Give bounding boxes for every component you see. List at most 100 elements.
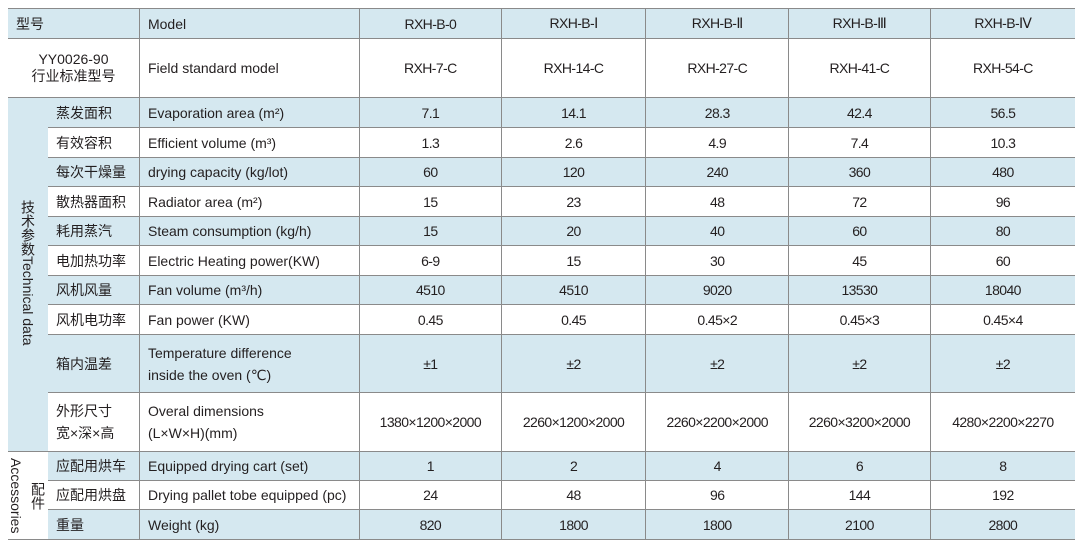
cell: RXH-14-C [500,38,646,98]
cell: 56.5 [929,97,1075,128]
cell: 360 [788,157,931,187]
cell: 28.3 [645,97,789,128]
table-row: 每次干燥量 drying capacity (kg/lot) 60 120 240 360… [8,157,1075,187]
table-row: Accessories 配件 应配用烘车 Equipped drying cart (… [8,451,1075,540]
row-label-cn: 箱内温差 [48,334,140,393]
cell: 4 [645,451,789,481]
cell: 60 [929,245,1075,276]
group-accessories-en: Accessories [8,457,24,534]
standard-label: YY0026-90 行业标准型号 [8,38,140,98]
cell: 96 [929,186,1075,217]
row-label-en: Evaporation area (m²) [138,97,360,128]
row-label-cn: 风机风量 [48,275,140,305]
table-row: 重量 Weight (kg) 820 1800 1800 2100 2800 [8,509,1075,540]
cell: RXH-54-C [929,38,1075,98]
header-row: 型号 Model RXH-B-0 RXH-B-Ⅰ RXH-B-Ⅱ RXH-B-Ⅲ… [8,8,1075,39]
cell: 4.9 [645,127,789,158]
group-accessories: Accessories 配件 [8,451,48,540]
cell: RXH-41-C [788,38,931,98]
cell: RXH-27-C [645,38,789,98]
cell: 15 [359,216,502,246]
table-row: 技术参数Technical data 蒸发面积 Evaporation area (… [8,97,1075,452]
cell: 14.1 [500,97,646,128]
model-header: RXH-B-0 [359,8,502,39]
table-row: 箱内温差 Temperature difference inside the ove… [8,334,1075,393]
row-label-cn: 蒸发面积 [48,97,140,128]
cell: 192 [929,480,1075,510]
cell: 24 [359,480,502,510]
cell: 30 [645,245,789,276]
cell: 0.45×2 [645,304,789,335]
cell: 480 [929,157,1075,187]
spec-table: 型号 Model RXH-B-0 RXH-B-Ⅰ RXH-B-Ⅱ RXH-B-Ⅲ… [8,8,1075,540]
row-label-cn: 电加热功率 [48,245,140,276]
cell: 120 [500,157,646,187]
cell: ±2 [500,334,646,393]
standard-cn: 行业标准型号 [31,68,116,84]
row-label-en-line: (L×W×H)(mm) [147,425,238,441]
row-label-en: Drying pallet tobe equipped (pc) [138,480,360,510]
cell: 10.3 [929,127,1075,158]
cell: 60 [788,216,931,246]
table-row: 有效容积 Efficient volume (m³) 1.3 2.6 4.9 7.4 10.… [8,127,1075,158]
cell: 240 [645,157,789,187]
table-row: 耗用蒸汽 Steam consumption (kg/h) 15 20 40 60 80 [8,216,1075,246]
row-label-en: Fan power (KW) [138,304,360,335]
cell: 96 [645,480,789,510]
cell: 48 [645,186,789,217]
cell: 1800 [645,509,789,540]
row-label-en: Fan volume (m³/h) [138,275,360,305]
cell: 15 [359,186,502,217]
row-label-en-line: inside the oven (℃) [147,366,272,383]
cell: 60 [359,157,502,187]
row-label-en: Weight (kg) [138,509,360,540]
standard-en: Field standard model [138,38,360,98]
row-label-en: Steam consumption (kg/h) [138,216,360,246]
table-row: 外形尺寸 宽×深×高 Overal dimensions (L×W×H)(mm) 138… [8,392,1075,452]
cell: 40 [645,216,789,246]
cell: 80 [929,216,1075,246]
model-header: RXH-B-Ⅳ [929,8,1075,39]
table-row: 风机电功率 Fan power (KW) 0.45 0.45 0.45×2 0.45×3 0… [8,304,1075,335]
cell: 1380×1200×2000 [359,392,502,452]
cell: 2100 [788,509,931,540]
cell: 144 [788,480,931,510]
cell: 2.6 [500,127,646,158]
cell: 0.45 [500,304,646,335]
row-label-en: Efficient volume (m³) [138,127,360,158]
cell: 20 [500,216,646,246]
row-label-en: Electric Heating power(KW) [138,245,360,276]
model-header: RXH-B-Ⅰ [500,8,646,39]
group-accessories-cn: 配件 [30,481,46,510]
cell: 18040 [929,275,1075,305]
group-technical-label: 技术参数Technical data [20,200,36,346]
cell: 23 [500,186,646,217]
cell: 2260×1200×2000 [500,392,646,452]
row-label-cn: 风机电功率 [48,304,140,335]
row-label-en: Temperature difference inside the oven (℃… [138,334,360,393]
cell: ±2 [645,334,789,393]
cell: 48 [500,480,646,510]
row-label-cn: 应配用烘车 [48,451,140,481]
row-label-cn: 应配用烘盘 [48,480,140,510]
row-label-en-line: Overal dimensions [147,403,264,419]
cell: 0.45×4 [929,304,1075,335]
table-row: 应配用烘盘 Drying pallet tobe equipped (pc) 24 4… [8,480,1075,510]
cell: 0.45×3 [788,304,931,335]
cell: 1 [359,451,502,481]
cell: ±2 [929,334,1075,393]
row-label-cn: 耗用蒸汽 [48,216,140,246]
cell: 2800 [929,509,1075,540]
cell: 2 [500,451,646,481]
row-label-cn: 散热器面积 [48,186,140,217]
row-label-en: drying capacity (kg/lot) [138,157,360,187]
row-label-en: Equipped drying cart (set) [138,451,360,481]
header-en: Model [138,8,360,39]
cell: 4280×2200×2270 [929,392,1075,452]
cell: 6-9 [359,245,502,276]
header-cn: 型号 [8,8,140,39]
cell: 2260×3200×2000 [788,392,931,452]
row-label-en: Overal dimensions (L×W×H)(mm) [138,392,360,452]
cell: 6 [788,451,931,481]
standard-row: YY0026-90 行业标准型号 Field standard model RXH… [8,38,1075,98]
